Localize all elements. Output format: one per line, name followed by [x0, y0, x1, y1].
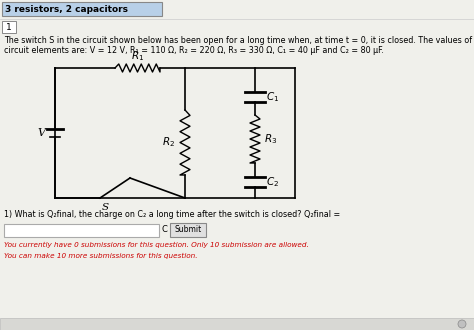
Text: circuit elements are: V = 12 V, R₁ = 110 Ω, R₂ = 220 Ω, R₃ = 330 Ω, C₁ = 40 μF a: circuit elements are: V = 12 V, R₁ = 110… — [4, 46, 384, 55]
Text: $R_3$: $R_3$ — [264, 132, 278, 146]
Bar — [0, 318, 474, 330]
Text: $R_1$: $R_1$ — [131, 49, 144, 63]
Text: C: C — [162, 225, 168, 235]
Bar — [2, 2, 162, 16]
Text: V: V — [37, 128, 45, 138]
Bar — [170, 223, 206, 237]
Bar — [2, 21, 16, 33]
Text: You currently have 0 submissions for this question. Only 10 submission are allow: You currently have 0 submissions for thi… — [4, 242, 309, 248]
Bar — [4, 224, 159, 237]
Text: The switch S in the circuit shown below has been open for a long time when, at t: The switch S in the circuit shown below … — [4, 36, 474, 45]
Circle shape — [458, 320, 466, 328]
Text: 3 resistors, 2 capacitors: 3 resistors, 2 capacitors — [5, 5, 128, 14]
Text: You can make 10 more submissions for this question.: You can make 10 more submissions for thi… — [4, 253, 198, 259]
Text: 1: 1 — [6, 22, 12, 31]
Text: $R_2$: $R_2$ — [163, 136, 175, 149]
Text: 1) What is Q₂final, the charge on C₂ a long time after the switch is closed? Q₂f: 1) What is Q₂final, the charge on C₂ a l… — [4, 210, 340, 219]
Text: S: S — [101, 204, 109, 213]
Text: Submit: Submit — [174, 225, 201, 235]
Text: $C_1$: $C_1$ — [266, 90, 280, 104]
Text: $C_2$: $C_2$ — [266, 175, 280, 189]
